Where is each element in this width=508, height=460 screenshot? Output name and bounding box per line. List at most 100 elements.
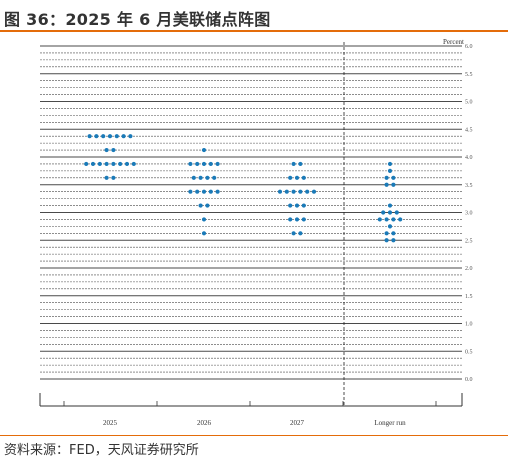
dot bbox=[198, 203, 203, 208]
dot bbox=[391, 238, 396, 243]
dot bbox=[104, 147, 109, 153]
dot bbox=[391, 182, 396, 187]
dot bbox=[195, 189, 200, 194]
dot bbox=[111, 175, 116, 180]
dot bbox=[124, 161, 130, 167]
dot bbox=[384, 238, 389, 243]
dot bbox=[188, 161, 193, 167]
y-tick-labels: 0.0 0.5 1.0 1.5 2.0 2.5 3.0 3.5 4.0 4.5 5.0 5.5 6.0 bbox=[465, 44, 473, 383]
dot bbox=[208, 161, 213, 167]
y-tick-label: 0.0 bbox=[465, 377, 473, 383]
dot bbox=[114, 134, 119, 139]
dot bbox=[288, 203, 293, 208]
dot bbox=[212, 175, 217, 180]
dot bbox=[201, 189, 207, 194]
dot bbox=[201, 161, 207, 167]
dot bbox=[201, 147, 207, 153]
dot bbox=[111, 161, 116, 167]
dot bbox=[111, 147, 116, 153]
dot bbox=[384, 231, 389, 236]
x-category-label: Longer run bbox=[374, 419, 406, 427]
dot bbox=[301, 203, 306, 208]
dot bbox=[298, 189, 303, 194]
dot bbox=[311, 189, 317, 194]
dot bbox=[104, 175, 109, 180]
dot bbox=[104, 161, 109, 167]
y-tick-label: 2.5 bbox=[465, 238, 473, 244]
dot bbox=[387, 224, 393, 229]
dot bbox=[208, 189, 213, 194]
dot bbox=[387, 203, 393, 208]
x-category-label: 2026 bbox=[197, 419, 212, 427]
dots bbox=[84, 134, 403, 243]
dot bbox=[384, 175, 389, 180]
dot bbox=[394, 210, 399, 215]
page-title: 图 36：2025 年 6 月美联储点阵图 bbox=[4, 10, 271, 29]
x-category-label: 2027 bbox=[290, 419, 305, 427]
dot bbox=[391, 217, 396, 222]
dot bbox=[131, 161, 136, 167]
dot bbox=[94, 134, 99, 139]
dot bbox=[107, 134, 113, 139]
y-tick-label: 5.0 bbox=[465, 100, 473, 106]
dot bbox=[291, 231, 296, 236]
y-tick-label: 3.0 bbox=[465, 211, 473, 217]
dot bbox=[284, 189, 289, 194]
dot bbox=[215, 161, 220, 167]
dot bbox=[384, 217, 389, 222]
axes bbox=[39, 42, 463, 407]
y-axis-label: Percent bbox=[443, 38, 464, 46]
dot bbox=[84, 161, 89, 167]
dot bbox=[277, 189, 283, 194]
dot bbox=[301, 175, 306, 180]
y-tick-label: 1.5 bbox=[465, 294, 473, 300]
dot bbox=[198, 175, 203, 180]
dot bbox=[215, 189, 220, 194]
dot bbox=[118, 161, 123, 167]
x-category-label: 2025 bbox=[103, 419, 118, 427]
dot bbox=[288, 217, 293, 222]
y-tick-label: 2.0 bbox=[465, 266, 473, 272]
dot bbox=[87, 134, 92, 139]
dot bbox=[101, 134, 106, 139]
grid-lines bbox=[40, 45, 462, 380]
y-tick-label: 4.5 bbox=[465, 127, 473, 133]
dot bbox=[298, 161, 303, 167]
dot bbox=[387, 168, 393, 173]
dot bbox=[391, 175, 396, 180]
dot bbox=[387, 161, 393, 167]
dot bbox=[205, 203, 210, 208]
dot bbox=[201, 217, 207, 222]
dot bbox=[195, 161, 200, 167]
dot bbox=[291, 161, 296, 167]
dot bbox=[191, 175, 196, 180]
source-note: 资料来源：FED，天风证券研究所 bbox=[4, 443, 199, 458]
dot bbox=[384, 182, 389, 187]
dot bbox=[201, 231, 207, 236]
dot bbox=[128, 134, 133, 139]
dot bbox=[398, 217, 403, 222]
dot bbox=[381, 210, 386, 215]
dot bbox=[294, 203, 300, 208]
dot bbox=[305, 189, 310, 194]
dot bbox=[298, 231, 303, 236]
y-tick-label: 0.5 bbox=[465, 349, 473, 355]
dot bbox=[121, 134, 126, 139]
y-tick-label: 4.0 bbox=[465, 155, 473, 161]
x-category-labels: 2025 2026 2027 Longer run bbox=[103, 419, 406, 427]
dot bbox=[387, 210, 393, 215]
dot bbox=[90, 161, 96, 167]
y-tick-label: 6.0 bbox=[465, 44, 473, 50]
dot bbox=[301, 217, 306, 222]
dot bbox=[294, 217, 300, 222]
dot bbox=[291, 189, 296, 194]
y-tick-label: 5.5 bbox=[465, 72, 473, 78]
y-tick-label: 1.0 bbox=[465, 322, 473, 328]
dot bbox=[377, 217, 382, 222]
dot bbox=[391, 231, 396, 236]
dot bbox=[205, 175, 210, 180]
source-rule bbox=[0, 435, 508, 436]
title-rule bbox=[0, 30, 508, 32]
y-tick-label: 3.5 bbox=[465, 183, 473, 189]
dot bbox=[188, 189, 193, 194]
